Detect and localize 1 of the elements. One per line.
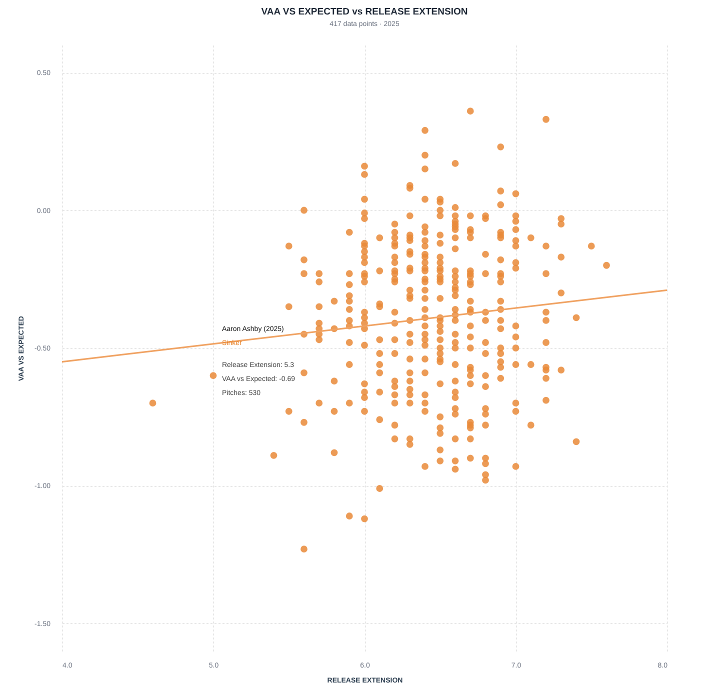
chart-title: VAA VS EXPECTED vs RELEASE EXTENSION [261,6,468,18]
